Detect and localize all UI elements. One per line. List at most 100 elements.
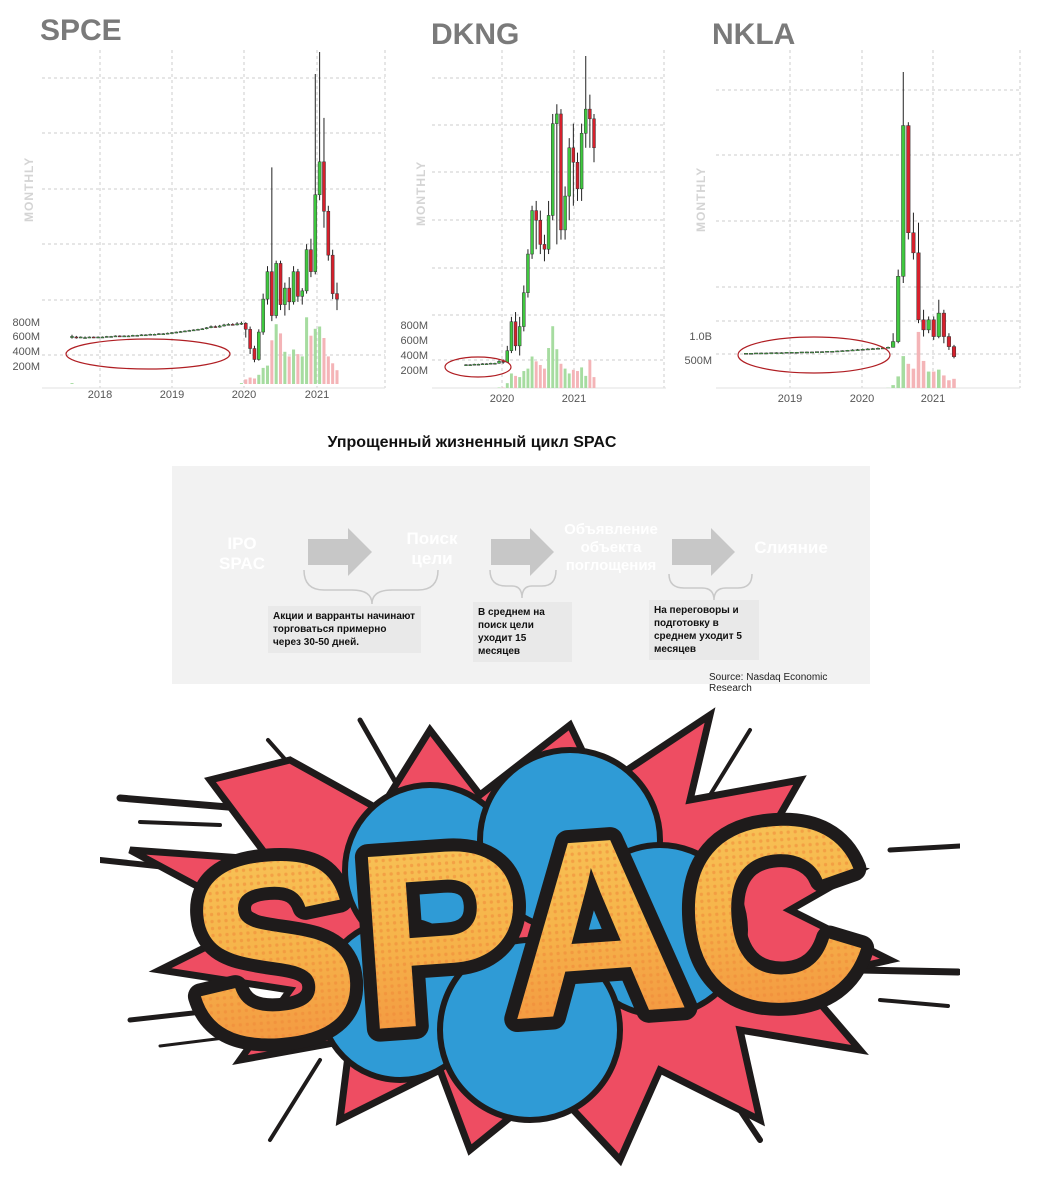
candle-body <box>472 363 476 366</box>
candle-body <box>174 331 179 334</box>
stage-label: IPO <box>227 534 257 553</box>
candle-body <box>135 335 139 337</box>
volume-tick: 400M <box>400 350 428 362</box>
candle-body <box>850 349 855 352</box>
volume-bar <box>322 338 326 384</box>
volume-bar <box>509 373 513 388</box>
volume-bar <box>300 356 304 384</box>
candle-body <box>157 333 161 335</box>
volume-bar <box>547 348 551 388</box>
candle-body <box>91 336 96 339</box>
volume-bar <box>270 340 274 384</box>
spac-logo-text: SPAC SPAC SPAC <box>168 756 888 1107</box>
candle-body <box>148 333 152 336</box>
volume-bar <box>526 368 530 388</box>
volume-tick: 400M <box>12 346 40 358</box>
candle-body <box>113 335 118 338</box>
candle-body <box>230 324 235 326</box>
volume-bar <box>947 380 951 388</box>
candle-body <box>749 353 754 355</box>
candle-body <box>509 321 514 351</box>
candle-body <box>313 194 318 272</box>
candle-body <box>74 336 79 339</box>
candle-body <box>886 347 891 349</box>
candle-body <box>779 352 784 354</box>
stage-label: поглощения <box>565 557 657 574</box>
svg-text:SPAC: SPAC <box>181 769 875 1094</box>
volume-bar <box>305 317 309 384</box>
candle-body <box>911 232 916 254</box>
candle-body <box>118 335 122 338</box>
candle-body <box>309 249 313 272</box>
candle-body <box>513 321 518 347</box>
candle-body <box>183 330 187 333</box>
candle-body <box>588 108 592 120</box>
candle-body <box>104 336 109 338</box>
candle-body <box>579 133 584 190</box>
stage-merger: Слияние <box>736 493 846 603</box>
volume-bar <box>70 383 74 384</box>
candle-body <box>567 147 571 197</box>
volume-tick: 200M <box>12 361 40 373</box>
candle-body <box>200 328 205 331</box>
candle-body <box>563 195 567 231</box>
x-tick: 2019 <box>777 393 803 405</box>
volume-bar <box>265 365 270 384</box>
nkla-chart-panel: NKLA MONTHLY 1.0B 500M 2019 2020 2021 <box>684 0 1046 410</box>
volume-bar <box>952 378 956 388</box>
bracket <box>303 569 753 605</box>
candle-body <box>261 298 265 333</box>
infographic-band: IPO SPAC Поиск цели Объявление объекта погло… <box>172 466 870 694</box>
candle-body <box>196 329 200 331</box>
volume-bar <box>292 349 296 384</box>
volume-bar <box>551 326 555 388</box>
stage-label: Поиск <box>406 529 458 548</box>
volume-bar <box>584 375 588 388</box>
volume-bar <box>309 335 313 384</box>
note-search: В среднем на поиск цели уходит 15 месяце… <box>473 602 572 662</box>
candle-body <box>559 113 563 231</box>
candle-body <box>814 351 820 353</box>
stage-label: SPAC <box>219 554 265 573</box>
dkng-candlestick-chart <box>432 50 666 389</box>
x-tick: 2019 <box>159 389 185 401</box>
candle-body <box>921 319 926 331</box>
candle-body <box>322 161 326 212</box>
candle-body <box>835 350 840 353</box>
candle-body <box>784 352 789 354</box>
candle-body <box>144 334 148 337</box>
highlight-oval <box>444 356 512 378</box>
x-tick: 2018 <box>87 389 113 401</box>
candle-body <box>209 326 213 328</box>
candle-body <box>799 351 804 354</box>
highlight-oval <box>65 338 231 370</box>
candle-body <box>875 348 880 350</box>
volume-bar <box>592 377 596 388</box>
candle-body <box>248 329 252 349</box>
volume-bar <box>937 369 941 388</box>
stage-ipo-spac: IPO SPAC <box>182 494 302 614</box>
candle-body <box>497 361 501 364</box>
candle-body <box>809 351 814 354</box>
stage-label: Объявление <box>564 521 658 538</box>
candle-body <box>865 348 870 351</box>
volume-bar <box>555 349 559 388</box>
volume-bar <box>252 378 256 384</box>
volume-bar <box>505 383 509 388</box>
candle-body <box>759 352 764 355</box>
candle-body <box>789 352 794 354</box>
candle-body <box>542 244 547 250</box>
connectors <box>303 528 753 605</box>
x-tick: 2021 <box>920 393 946 405</box>
volume-bar <box>942 375 946 388</box>
candle-body <box>165 332 170 335</box>
volume-tick: 600M <box>12 331 40 343</box>
candle-body <box>187 330 192 332</box>
candle-body <box>161 333 165 335</box>
volume-bar <box>891 385 895 388</box>
candle-body <box>493 362 497 365</box>
spce-candlestick-chart <box>42 50 386 389</box>
candle-body <box>845 350 850 352</box>
candle-body <box>551 123 555 216</box>
volume-bar <box>901 356 906 388</box>
